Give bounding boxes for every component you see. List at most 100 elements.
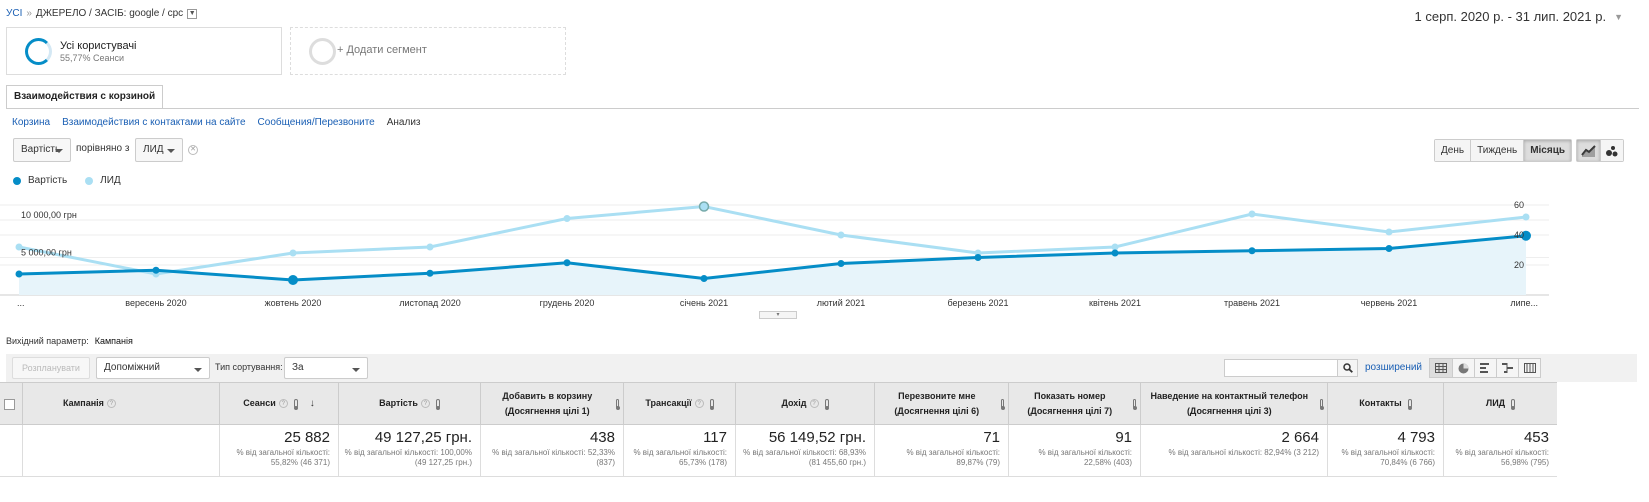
period-week-button[interactable]: Тиждень xyxy=(1470,140,1524,161)
weighted-sort-icon[interactable] xyxy=(1511,399,1516,410)
total-value: 2 664 xyxy=(1281,429,1319,446)
cost-series-point xyxy=(700,275,708,282)
x-tick-label: квітень 2021 xyxy=(1089,298,1141,308)
lead-series-line xyxy=(18,204,1527,276)
plot-rows-button[interactable]: Розпланувати ряди xyxy=(12,357,90,393)
sort-type-select[interactable]: За умовчанням xyxy=(284,357,368,393)
breadcrumb-dropdown-icon[interactable]: ▼ xyxy=(187,8,198,19)
help-icon[interactable]: ? xyxy=(694,399,704,408)
segment-all-users[interactable]: Усі користувачі 55,77% Сеанси xyxy=(6,27,282,75)
table-search-input[interactable] xyxy=(1224,359,1338,377)
cost-series-point xyxy=(974,254,982,261)
subtab-contact-interactions[interactable]: Взаимодействия с контактами на сайте xyxy=(62,117,246,128)
x-tick-label: листопад 2020 xyxy=(399,298,460,308)
motion-chart-icon[interactable] xyxy=(1600,140,1623,161)
x-tick-label: лютий 2021 xyxy=(817,298,866,308)
select-all-checkbox[interactable] xyxy=(4,399,15,410)
help-icon[interactable]: ? xyxy=(278,399,288,408)
weighted-sort-icon[interactable] xyxy=(1319,399,1325,410)
add-segment-button[interactable]: + Додати сегмент xyxy=(290,27,566,75)
pie-view-icon[interactable] xyxy=(1452,359,1474,377)
primary-dimension-value[interactable]: Кампанія xyxy=(94,336,133,346)
weighted-sort-icon[interactable] xyxy=(435,399,440,410)
chart-legend: Вартість ЛИД xyxy=(13,175,121,186)
cost-series-point xyxy=(15,270,23,278)
weighted-sort-icon[interactable] xyxy=(709,399,714,410)
totals-campaign-cell xyxy=(22,425,219,476)
subtab-analysis[interactable]: Анализ xyxy=(386,117,421,128)
breadcrumb-separator: » xyxy=(26,8,32,19)
chart-resize-handle[interactable]: ▾ xyxy=(759,311,797,319)
table-view-icon[interactable] xyxy=(1430,359,1452,377)
total-cell-lead: 453 % від загальної кількості: 56,98% (79… xyxy=(1443,425,1557,476)
cost-series-line xyxy=(18,234,1527,282)
col-contacts[interactable]: Контакты xyxy=(1327,383,1443,424)
col-cost[interactable]: Вартість? xyxy=(338,383,480,424)
col-cost-label: Вартість xyxy=(379,398,418,408)
weighted-sort-icon[interactable] xyxy=(1407,399,1412,410)
col-lead-label: ЛИД xyxy=(1485,398,1506,408)
period-day-button[interactable]: День xyxy=(1435,140,1471,161)
col-campaign-label: Кампанія xyxy=(63,398,104,408)
col-campaign[interactable]: Кампанія? xyxy=(22,383,219,424)
advanced-filter-link[interactable]: розширений xyxy=(1365,362,1423,373)
secondary-metric-select[interactable]: ЛИД xyxy=(135,138,183,162)
total-cell-show-number: 91 % від загальної кількості: 22,58% (403… xyxy=(1008,425,1140,476)
col-transactions[interactable]: Трансакції? xyxy=(623,383,735,424)
total-value: 438 xyxy=(589,429,615,446)
lead-series-point xyxy=(698,201,710,212)
total-cell-callback: 71 % від загальної кількості: 89,87% (79) xyxy=(874,425,1008,476)
report-tab[interactable]: Взаимодействия с корзиной xyxy=(6,85,164,109)
col-show-number[interactable]: Показать номер (Досягнення цілі 7) xyxy=(1008,383,1140,424)
x-tick-label: липе... xyxy=(1510,298,1538,308)
subtab-messages[interactable]: Сообщения/Перезвоните xyxy=(257,117,375,128)
col-callback[interactable]: Перезвоните мне (Досягнення цілі 6) xyxy=(874,383,1008,424)
comparison-view-icon[interactable] xyxy=(1496,359,1518,377)
weighted-sort-icon[interactable] xyxy=(615,399,621,410)
weighted-sort-icon[interactable] xyxy=(1000,399,1006,410)
remove-comparison-icon[interactable]: ✕ xyxy=(188,145,198,155)
col-lead[interactable]: ЛИД xyxy=(1443,383,1557,424)
legend-item-lead[interactable]: ЛИД xyxy=(85,175,121,186)
line-chart-icon[interactable] xyxy=(1577,140,1600,161)
search-icon[interactable] xyxy=(1337,359,1358,377)
date-range-picker[interactable]: 1 серп. 2020 р. - 31 лип. 2021 р. ▼ xyxy=(1415,9,1623,24)
help-icon[interactable]: ? xyxy=(106,399,116,408)
segment-subtitle: 55,77% Сеанси xyxy=(60,53,125,63)
col-contacts-label: Контакты xyxy=(1359,398,1402,408)
cost-series-point xyxy=(152,266,160,274)
lead-series-point xyxy=(289,249,297,257)
sort-desc-icon[interactable]: ↓ xyxy=(309,398,315,409)
cost-series-area xyxy=(19,235,1526,295)
x-tick-label: січень 2021 xyxy=(680,298,728,308)
x-tick-label: вересень 2020 xyxy=(125,298,186,308)
col-revenue[interactable]: Дохід? xyxy=(735,383,874,424)
help-icon[interactable]: ? xyxy=(809,399,819,408)
subtab-cart[interactable]: Корзина xyxy=(12,117,51,128)
weighted-sort-icon[interactable] xyxy=(293,399,298,410)
totals-spacer xyxy=(0,425,22,476)
col-phone-hover[interactable]: Наведение на контактный телефон (Досягне… xyxy=(1140,383,1327,424)
col-sessions[interactable]: Сеанси? ↓ xyxy=(219,383,338,424)
primary-metric-select[interactable]: Вартість xyxy=(13,138,71,162)
total-value: 71 xyxy=(983,429,1000,446)
col-add-to-cart[interactable]: Добавить в корзину (Досягнення цілі 1) xyxy=(480,383,623,424)
help-icon[interactable]: ? xyxy=(420,399,430,408)
bar-view-icon[interactable] xyxy=(1474,359,1496,377)
weighted-sort-icon[interactable] xyxy=(1132,399,1138,410)
breadcrumb-all-link[interactable]: УСІ xyxy=(6,8,23,19)
total-percent: % від загальної кількості: 89,87% (79) xyxy=(906,448,1000,467)
lead-series-point xyxy=(1522,213,1530,221)
breadcrumb: УСІ » ДЖЕРЕЛО / ЗАСІБ: google / cpc ▼ xyxy=(6,8,198,19)
weighted-sort-icon[interactable] xyxy=(824,399,829,410)
total-percent: % від загальної кількості: 22,58% (403) xyxy=(1038,448,1132,467)
pivot-view-icon[interactable] xyxy=(1518,359,1540,377)
period-month-button[interactable]: Місяць xyxy=(1523,140,1571,161)
secondary-dimension-select[interactable]: Допоміжний параметр xyxy=(96,357,210,393)
line-chart: 10 000,00 грн 5 000,00 грн 60 40 20... вересе… xyxy=(0,200,1549,308)
total-percent: % від загальної кількості: 82,94% (3 212… xyxy=(1168,448,1319,457)
col-revenue-label: Дохід xyxy=(781,398,807,408)
legend-item-cost[interactable]: Вартість xyxy=(13,175,67,186)
cost-series-point xyxy=(1385,245,1393,252)
col-add-to-cart-label: Добавить в корзину (Досягнення цілі 1) xyxy=(502,390,593,416)
